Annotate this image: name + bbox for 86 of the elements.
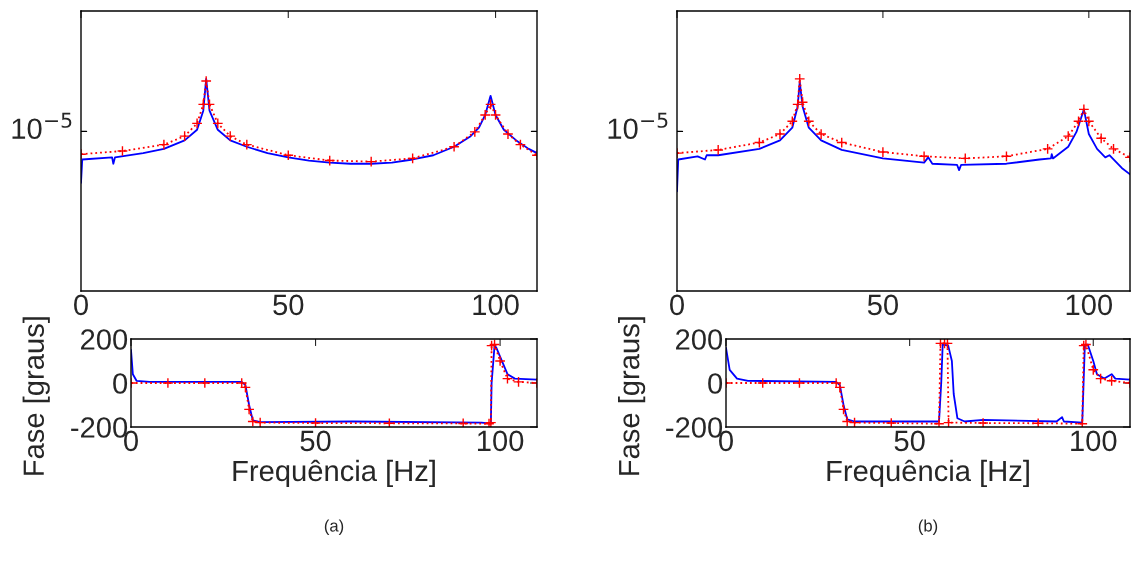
- point: [1072, 115, 1085, 127]
- text: (a): [324, 519, 344, 535]
- text: 10$^{−5}$: [608, 112, 668, 140]
- x-tick-label: 50: [894, 430, 925, 452]
- x-tick-label: 100: [1066, 294, 1113, 316]
- text: (b): [918, 519, 938, 535]
- point: [1000, 150, 1013, 162]
- x-tick-label: 100: [477, 430, 524, 452]
- point: [959, 152, 971, 164]
- point: [885, 417, 897, 427]
- point: [282, 149, 294, 161]
- point: [512, 376, 525, 388]
- point: [977, 417, 989, 427]
- point: [224, 130, 236, 142]
- x-tick-label: 100: [473, 294, 519, 316]
- point: [212, 117, 224, 129]
- y-axis-title: Fase [graus]: [618, 317, 646, 475]
- text: 10$^{−5}$: [12, 112, 72, 140]
- y-tick-label: 200: [676, 329, 723, 350]
- point: [200, 75, 212, 87]
- point: [757, 377, 769, 389]
- x-axis-title: Frequência [Hz]: [827, 459, 1029, 488]
- point: [1078, 103, 1090, 115]
- point: [407, 152, 419, 164]
- point: [815, 128, 827, 140]
- x-tick-label: 50: [300, 430, 331, 452]
- point: [501, 373, 514, 385]
- point: [1106, 375, 1118, 387]
- point: [1032, 417, 1044, 427]
- point: [116, 145, 129, 157]
- point: [1095, 373, 1107, 385]
- point: [933, 418, 945, 427]
- y-axis-title: Fase [graus]: [22, 317, 50, 475]
- point: [309, 417, 322, 427]
- point: [712, 144, 724, 156]
- point: [793, 377, 806, 389]
- point: [837, 403, 850, 415]
- point: [485, 98, 497, 110]
- point: [469, 126, 481, 138]
- point: [239, 381, 251, 393]
- point: [247, 415, 259, 427]
- point: [365, 156, 377, 168]
- point: [774, 128, 786, 140]
- point: [841, 415, 853, 427]
- point: [489, 109, 502, 121]
- point: [494, 355, 506, 367]
- point: [243, 403, 255, 415]
- point: [877, 146, 889, 158]
- point: [803, 115, 815, 127]
- point: [383, 417, 395, 427]
- point: [502, 128, 514, 140]
- y-tick-label: 0: [113, 373, 128, 394]
- point: [794, 73, 806, 85]
- x-tick-label: 50: [867, 294, 898, 316]
- point: [1062, 130, 1074, 142]
- point: [943, 417, 955, 427]
- point: [1107, 143, 1120, 155]
- point: [241, 139, 253, 151]
- point: [179, 130, 191, 142]
- x-tick-label: 100: [1071, 430, 1117, 452]
- point: [1076, 418, 1088, 427]
- point: [162, 377, 174, 389]
- point: [848, 417, 861, 427]
- point: [479, 109, 491, 121]
- point: [1083, 115, 1095, 127]
- y-tick-label: 0: [708, 373, 723, 394]
- point: [834, 381, 846, 393]
- point: [191, 117, 203, 129]
- point: [786, 115, 798, 127]
- point: [836, 136, 848, 149]
- point: [1095, 132, 1107, 144]
- point: [1087, 364, 1099, 376]
- point: [457, 417, 469, 427]
- point: [514, 139, 526, 151]
- point: [918, 150, 930, 162]
- x-axis-title: Frequência [Hz]: [233, 459, 435, 488]
- y-tick-label: 200: [81, 329, 128, 350]
- point: [324, 154, 336, 167]
- x-tick-label: 50: [273, 294, 304, 316]
- point: [199, 377, 211, 389]
- point: [158, 139, 170, 151]
- point: [203, 98, 216, 110]
- point: [1042, 143, 1054, 155]
- point: [753, 136, 765, 149]
- point: [448, 141, 460, 153]
- point: [254, 417, 266, 427]
